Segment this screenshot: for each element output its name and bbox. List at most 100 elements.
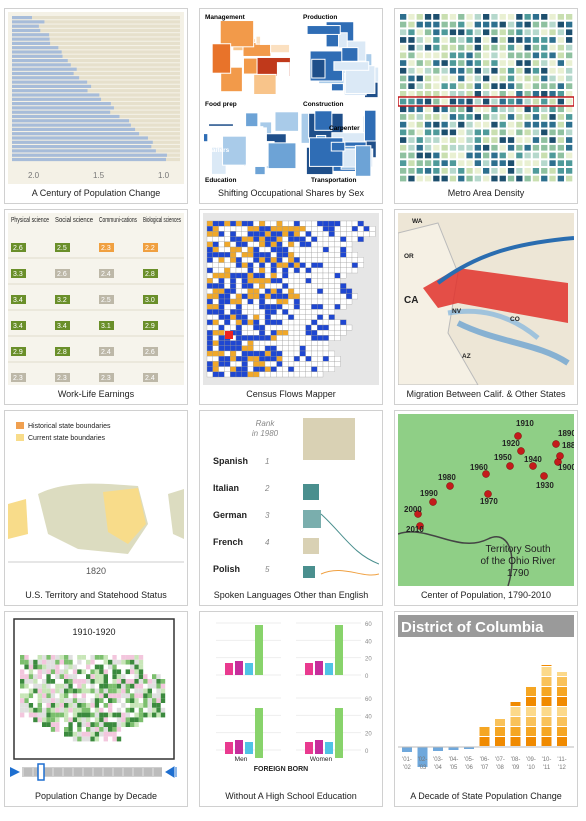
- shape: [206, 371, 213, 378]
- shape: [247, 350, 254, 357]
- shape: [474, 175, 481, 182]
- gallery-tile[interactable]: Physical science Social science Communi-ca…: [4, 209, 188, 405]
- gallery-tile[interactable]: 1910192018901940195019001930196018801970…: [394, 410, 578, 606]
- shape: [566, 175, 573, 182]
- shape: [55, 703, 60, 708]
- shape: [351, 226, 358, 232]
- gallery-tile[interactable]: District of Columbia '01- '02'02- '03'03- '0…: [394, 611, 578, 807]
- shape: [130, 717, 135, 723]
- shape: [282, 330, 289, 336]
- gallery-tile[interactable]: Management Production Food prep Constructio…: [199, 8, 383, 204]
- shape: [241, 324, 248, 331]
- shape: [334, 220, 341, 227]
- label: AZ: [462, 353, 471, 360]
- shape: [433, 152, 440, 159]
- shape: [86, 669, 91, 675]
- shape: [566, 114, 573, 120]
- caption: Work-Life Earnings: [57, 389, 135, 399]
- shape: [282, 361, 289, 367]
- gallery-tile[interactable]: Metro Area Density: [394, 8, 578, 204]
- shape: [357, 262, 364, 268]
- shape: [499, 129, 506, 136]
- shape: [224, 350, 231, 357]
- shape: [247, 257, 254, 263]
- shape: [491, 114, 498, 120]
- shape: [322, 226, 329, 232]
- shape: [408, 83, 415, 89]
- shape: [86, 727, 91, 732]
- shape: [322, 345, 329, 352]
- shape: [28, 669, 34, 675]
- shape: [317, 350, 324, 357]
- shape: [270, 272, 277, 279]
- gallery-tile[interactable]: WA OR CA NV AZ CO Migration Between Calif. & O…: [394, 209, 578, 405]
- shape: [424, 14, 432, 20]
- shape: [346, 257, 353, 263]
- shape: [259, 319, 266, 326]
- shape: [311, 283, 318, 289]
- shape: [12, 89, 88, 93]
- shape: [253, 330, 260, 336]
- shape: [28, 683, 34, 689]
- shape: [299, 335, 306, 341]
- shape: [212, 350, 219, 357]
- shape: [253, 220, 260, 227]
- shape: [46, 707, 51, 713]
- center-dot: [517, 447, 525, 455]
- label: Territory South: [485, 544, 550, 555]
- shape: [328, 361, 335, 367]
- shape: [12, 20, 45, 24]
- shape: [449, 67, 457, 74]
- gallery-tile[interactable]: Census Flows Mapper: [199, 209, 383, 405]
- shape: [466, 175, 473, 182]
- shape: [50, 679, 56, 684]
- gallery-tile[interactable]: Rank in 1980 Spanish 1 Italian 2 German 3 French…: [199, 410, 383, 606]
- shape: [160, 688, 166, 694]
- shape: [516, 121, 523, 128]
- gallery-tile[interactable]: 60 40 20 0 60 40 20 0 Men Women FOREIGN BORN Withou…: [199, 611, 383, 807]
- shape: [72, 659, 78, 665]
- shape: [526, 707, 536, 716]
- shape: [288, 288, 295, 294]
- shape: [116, 712, 122, 718]
- shape: [328, 366, 335, 372]
- shape: [218, 267, 225, 274]
- shape: [224, 319, 231, 326]
- caption: Metro Area Density: [447, 188, 525, 198]
- shape: [212, 236, 219, 242]
- shape: [557, 91, 564, 97]
- shape: [408, 152, 415, 159]
- shape: [417, 747, 428, 767]
- shape: [322, 257, 329, 263]
- shape: [305, 231, 312, 237]
- gallery-tile[interactable]: Historical state boundaries Current state…: [4, 410, 188, 606]
- shape: [433, 60, 440, 66]
- gallery-tile[interactable]: 2.0 1.5 1.0 A Century of Population Change: [4, 8, 188, 204]
- shape: [516, 14, 523, 20]
- shape: [524, 29, 531, 36]
- shape: [325, 663, 333, 675]
- gallery-tile[interactable]: 1910-1920 Population Change by Decade: [4, 611, 188, 807]
- shape: [276, 345, 283, 352]
- shape: [37, 659, 42, 665]
- shape: [293, 340, 300, 346]
- shape: [549, 21, 556, 28]
- shape: [293, 361, 300, 367]
- shape: [491, 67, 498, 74]
- shape: [557, 21, 564, 28]
- shape: [134, 703, 139, 708]
- shape: [549, 83, 556, 89]
- shape: [264, 252, 271, 258]
- shape: [305, 288, 312, 294]
- shape: [466, 83, 473, 89]
- shape: [532, 98, 540, 105]
- shape: [416, 137, 423, 143]
- shape: [24, 674, 29, 679]
- label: of the Ohio River: [480, 556, 556, 567]
- shape: [333, 61, 370, 71]
- shape: [112, 674, 117, 679]
- shape: [64, 659, 69, 665]
- shape: [259, 340, 266, 346]
- label: 0: [365, 674, 369, 680]
- shape: [328, 324, 335, 331]
